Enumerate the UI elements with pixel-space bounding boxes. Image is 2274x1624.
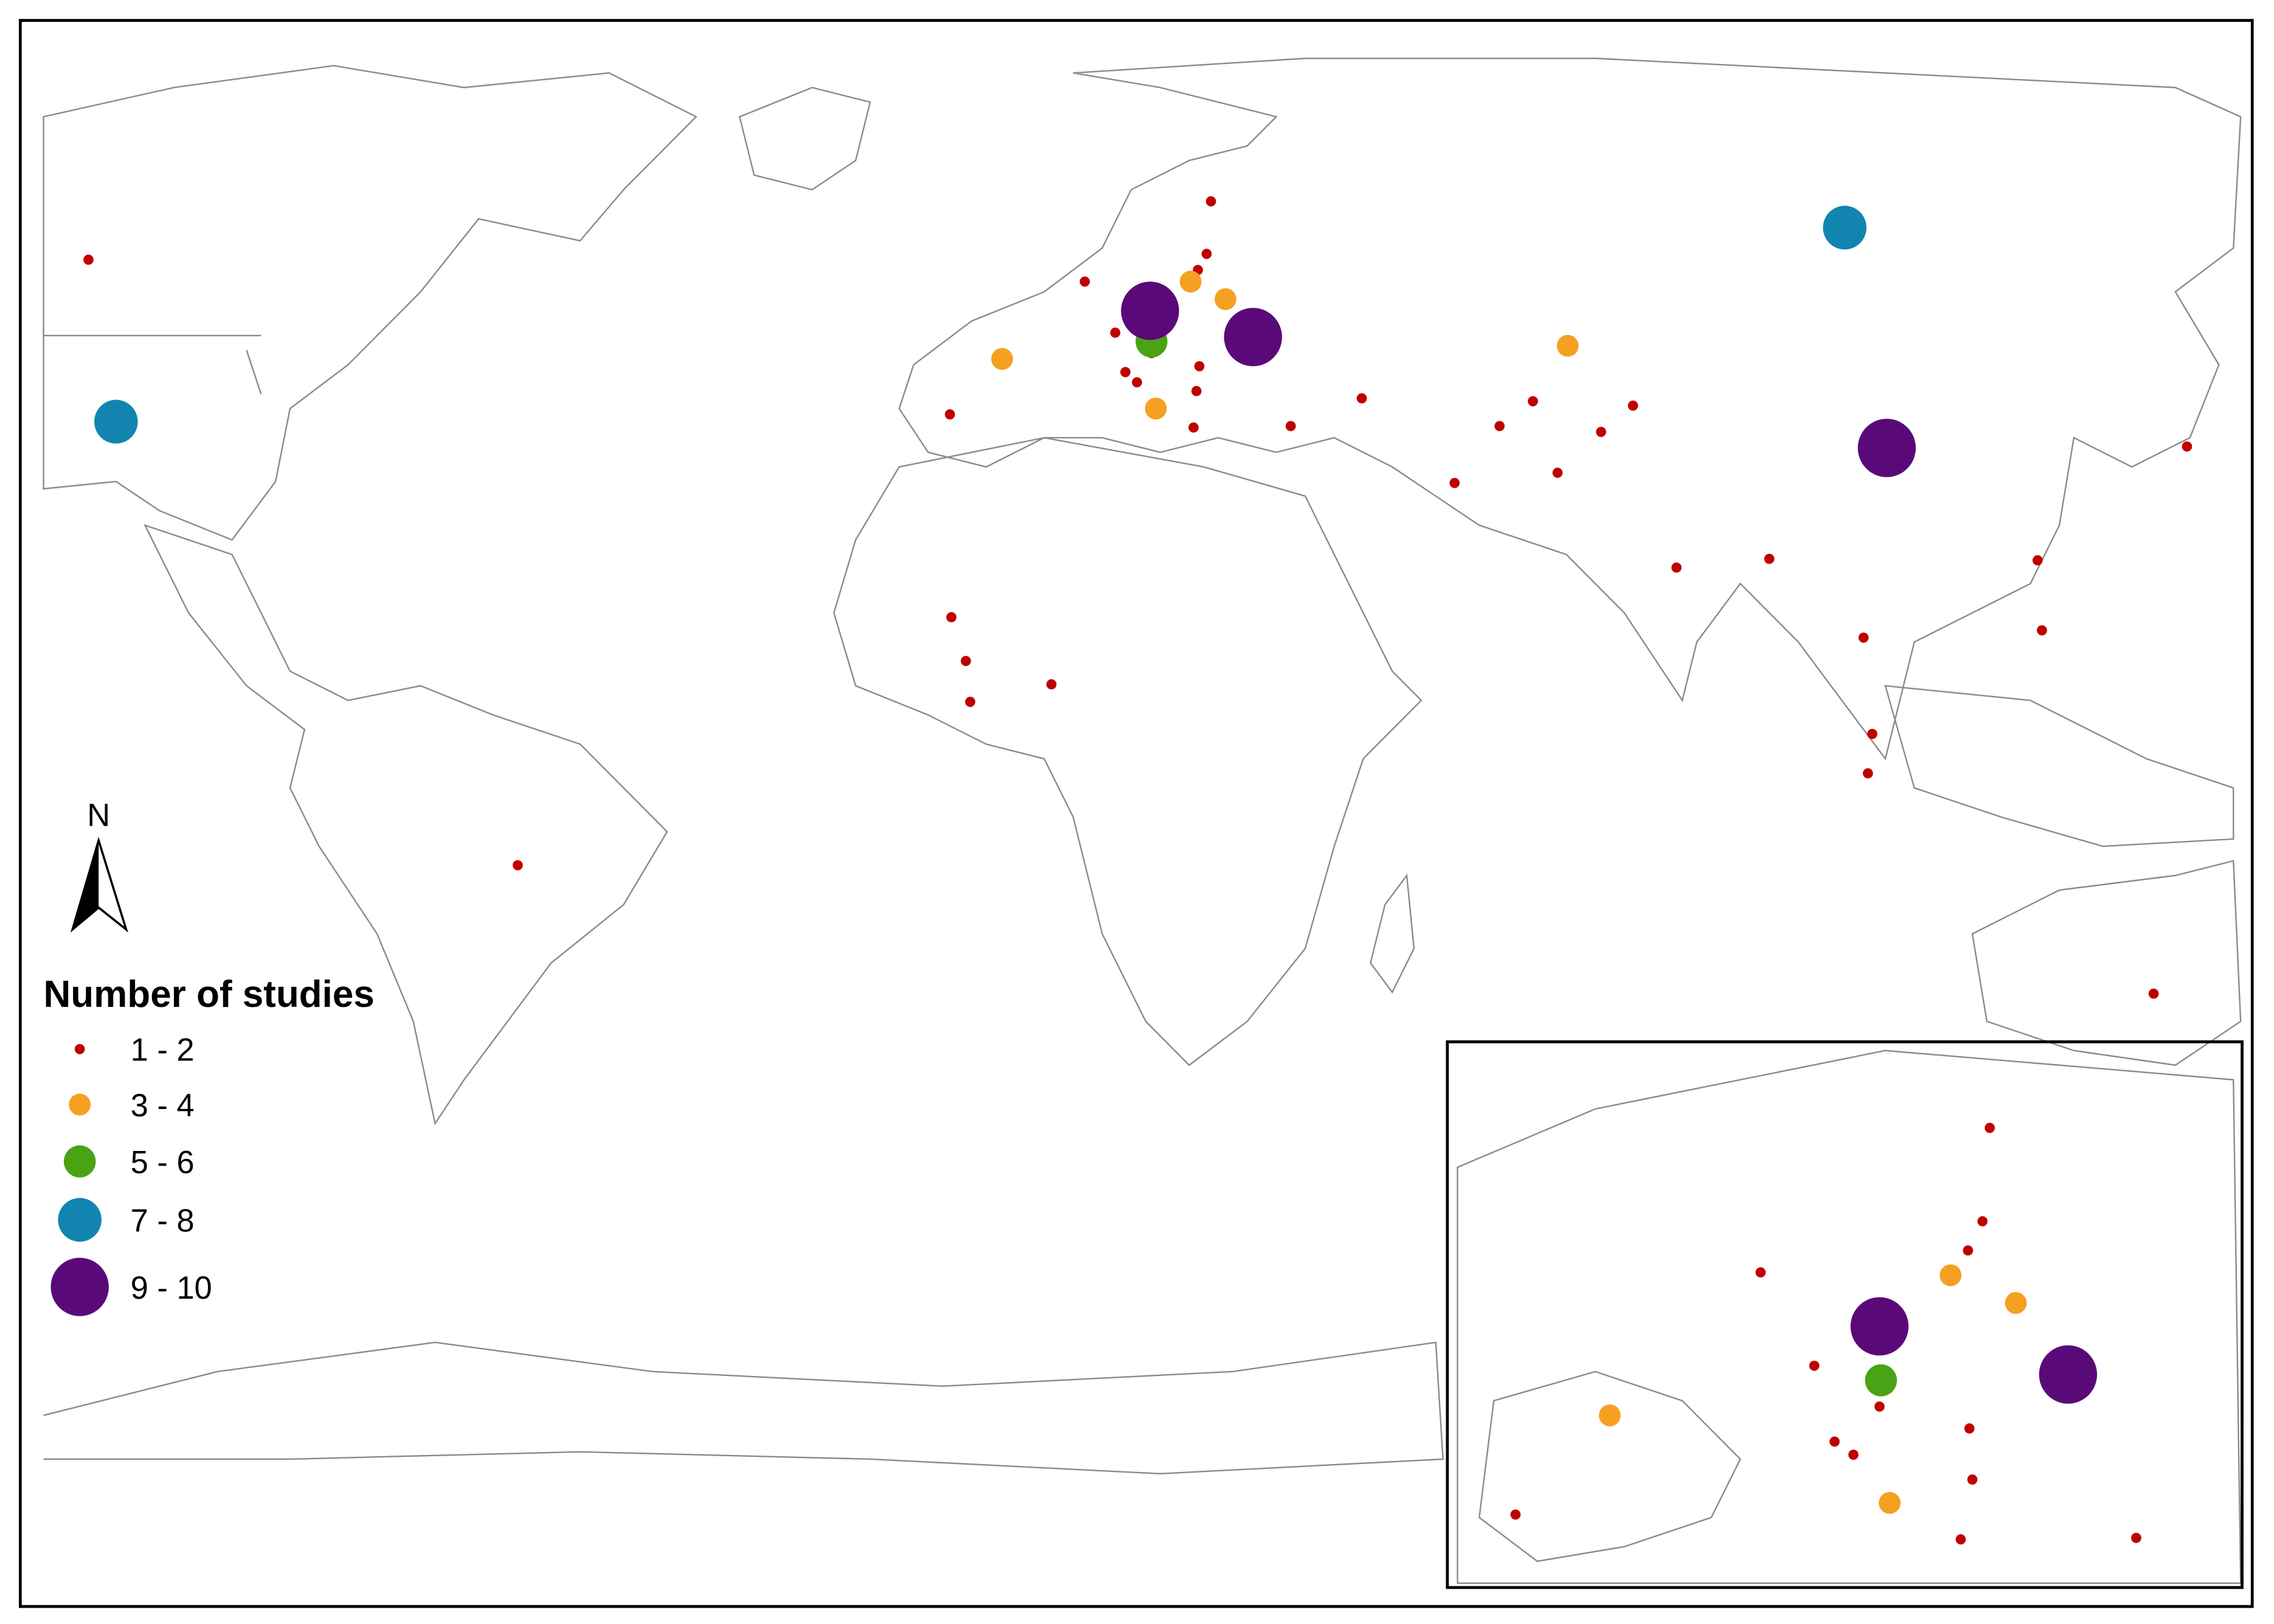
- arrow-half: [72, 840, 99, 930]
- legend-swatch: [74, 1044, 85, 1054]
- study-point: [2037, 625, 2047, 636]
- study-point: [1224, 308, 1282, 367]
- study-point: [1829, 1436, 1840, 1447]
- study-point: [945, 409, 955, 420]
- legend-swatch: [63, 1145, 96, 1178]
- legend-swatch: [69, 1093, 91, 1116]
- study-point: [1132, 377, 1142, 388]
- legend-label: 5 - 6: [131, 1144, 195, 1180]
- study-point: [1848, 1450, 1859, 1460]
- study-point: [946, 612, 957, 623]
- legend-label: 9 - 10: [131, 1270, 212, 1306]
- study-point: [1145, 397, 1167, 420]
- study-point: [1596, 426, 1606, 437]
- study-point: [2182, 441, 2193, 452]
- inset-frame: [1446, 1040, 2244, 1589]
- study-point: [1964, 1423, 1975, 1434]
- study-point: [1528, 396, 1538, 407]
- legend-label: 7 - 8: [131, 1203, 195, 1239]
- points: [83, 196, 2193, 1545]
- study-point: [1867, 728, 1877, 739]
- study-point: [1963, 1245, 1974, 1256]
- study-point: [1879, 1491, 1901, 1514]
- legend-label: 3 - 4: [131, 1088, 195, 1124]
- study-point: [965, 696, 976, 707]
- legend-swatch: [58, 1198, 102, 1242]
- north-label: N: [87, 797, 110, 833]
- study-point: [512, 860, 523, 871]
- study-point: [1862, 768, 1873, 779]
- study-point: [2005, 1292, 2027, 1315]
- study-point: [1494, 421, 1505, 432]
- study-point: [1755, 1267, 1766, 1278]
- north-arrow: N: [70, 797, 128, 933]
- study-point: [1858, 632, 1869, 643]
- study-point: [2148, 988, 2159, 999]
- study-point: [1215, 288, 1236, 310]
- study-point: [83, 254, 94, 265]
- study-point: [960, 655, 971, 666]
- study-point: [1985, 1122, 1995, 1133]
- legend-label: 1 - 2: [131, 1032, 195, 1068]
- study-point: [1850, 1297, 1909, 1356]
- study-point: [1191, 385, 1202, 396]
- study-point: [1967, 1474, 1978, 1485]
- study-point: [1977, 1216, 1988, 1227]
- study-point: [1598, 1404, 1621, 1426]
- study-point: [1764, 553, 1775, 564]
- frame: [18, 19, 2254, 1608]
- study-point: [1628, 400, 1638, 411]
- legend: 1 - 2 3 - 4 5 - 6 7 - 8 9 - 10: [50, 1032, 212, 1316]
- study-point: [1205, 196, 1216, 207]
- study-point: [94, 399, 138, 444]
- study-point: [2032, 555, 2043, 565]
- study-point: [1809, 1360, 1820, 1371]
- study-point: [1865, 1364, 1898, 1397]
- study-point: [1552, 468, 1563, 478]
- study-point: [1874, 1401, 1885, 1412]
- study-point: [1955, 1534, 1966, 1545]
- study-point: [1285, 421, 1296, 432]
- study-point: [1046, 679, 1057, 689]
- world-outline: [43, 57, 2242, 1584]
- study-point: [1857, 418, 1916, 477]
- study-point: [1188, 422, 1199, 433]
- study-point: [2039, 1345, 2098, 1404]
- study-point: [1120, 367, 1131, 378]
- study-point: [1671, 562, 1682, 573]
- study-point: [1823, 206, 1867, 250]
- study-point: [1449, 477, 1460, 488]
- legend-swatch: [50, 1257, 109, 1316]
- study-point: [1194, 361, 1205, 371]
- study-point: [1556, 334, 1579, 357]
- study-point: [1179, 271, 1202, 293]
- study-point: [1080, 276, 1090, 287]
- study-point: [1356, 393, 1367, 404]
- study-point: [1201, 249, 1212, 259]
- study-point: [991, 348, 1013, 370]
- legend-title: Number of studies: [44, 973, 375, 1015]
- study-point: [1510, 1509, 1521, 1520]
- study-point: [1121, 282, 1179, 340]
- study-point: [1939, 1264, 1962, 1287]
- study-point: [1110, 327, 1121, 338]
- study-point: [2131, 1533, 2141, 1543]
